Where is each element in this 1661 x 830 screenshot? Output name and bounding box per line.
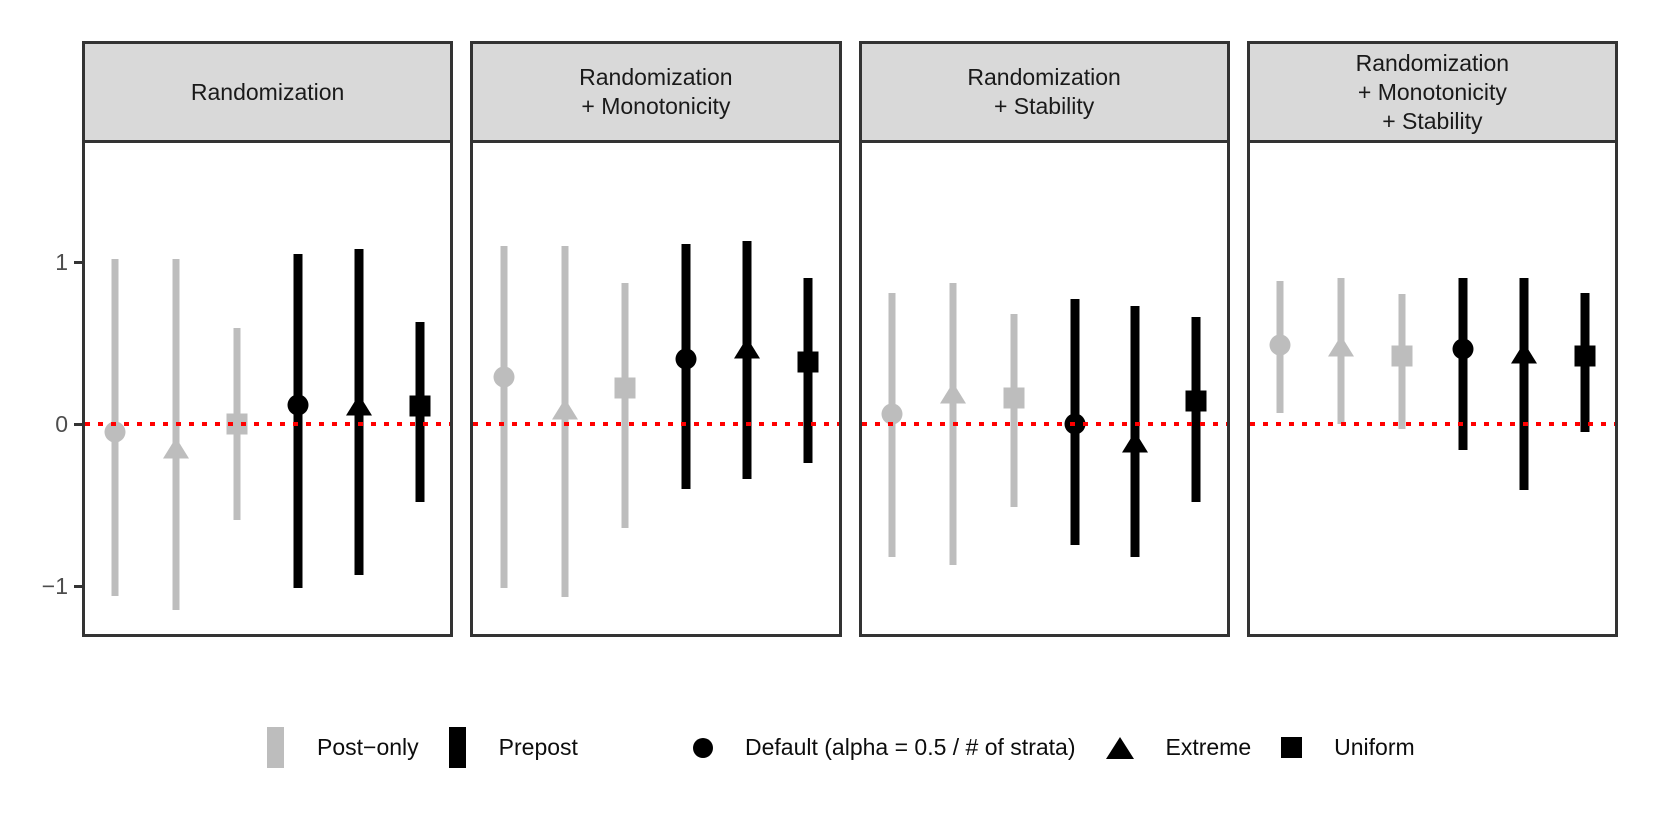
prepost-triangle-point-marker bbox=[1122, 431, 1149, 453]
triangle-marker-icon bbox=[1105, 736, 1134, 759]
prepost-swatch-icon bbox=[448, 727, 466, 768]
prepost-square-point-marker bbox=[1574, 345, 1596, 367]
post_only-square-point-marker bbox=[1391, 345, 1413, 367]
facet-panel: Randomization + Stability bbox=[858, 41, 1230, 637]
y-tick-mark bbox=[74, 585, 82, 588]
post_only-triangle-interval-bar bbox=[172, 258, 180, 611]
post_only-circle-point-marker bbox=[1269, 334, 1291, 356]
post_only-square-point-marker bbox=[614, 377, 636, 399]
post_only-circle-point-marker bbox=[104, 421, 126, 443]
y-tick-mark bbox=[74, 261, 82, 264]
panel-plot-area bbox=[473, 143, 839, 634]
facet-strip: Randomization + Stability bbox=[861, 44, 1227, 143]
zero-reference-line bbox=[1249, 422, 1615, 426]
prepost-circle-point-marker bbox=[287, 394, 309, 416]
facet-strip-title-line: Randomization bbox=[579, 64, 733, 90]
prepost-circle-interval-bar bbox=[1458, 278, 1468, 450]
zero-reference-line bbox=[861, 422, 1227, 426]
facet-panel: Randomization + Monotonicity + Stability bbox=[1246, 41, 1618, 637]
legend-label-square: Uniform bbox=[1334, 734, 1415, 760]
prepost-triangle-interval-bar bbox=[1130, 305, 1140, 557]
prepost-circle-point-marker bbox=[1452, 338, 1474, 360]
prepost-triangle-interval-bar bbox=[742, 240, 752, 480]
panel-plot-area bbox=[85, 143, 451, 634]
prepost-triangle-interval-bar bbox=[1519, 278, 1529, 491]
y-tick-label: −1 bbox=[41, 573, 68, 599]
facet-panel: Randomization bbox=[82, 41, 454, 637]
legend-label-circle: Default (alpha = 0.5 / # of strata) bbox=[745, 734, 1076, 760]
legend-groups: Post−only Prepost bbox=[267, 727, 578, 768]
panel-plot-area bbox=[861, 143, 1227, 634]
legend-shapes: Default (alpha = 0.5 / # of strata) Extre… bbox=[693, 727, 1415, 768]
facet-strip-title-line: Randomization bbox=[967, 64, 1121, 90]
facet-strip: Randomization + Monotonicity + Stability bbox=[1249, 44, 1615, 143]
facet-strip-title-line: + Monotonicity bbox=[581, 93, 731, 119]
prepost-triangle-point-marker bbox=[1510, 342, 1537, 364]
facet-strip: Randomization + Monotonicity bbox=[473, 44, 839, 143]
prepost-triangle-point-marker bbox=[345, 394, 372, 416]
zero-reference-line bbox=[85, 422, 451, 426]
prepost-square-point-marker bbox=[1185, 390, 1207, 412]
prepost-circle-interval-bar bbox=[293, 253, 303, 588]
post_only-square-point-marker bbox=[1003, 387, 1025, 409]
legend-label-post_only: Post−only bbox=[317, 734, 419, 760]
zero-reference-line bbox=[473, 422, 839, 426]
y-tick-label: 1 bbox=[55, 249, 68, 275]
post_only-triangle-point-marker bbox=[163, 437, 190, 459]
square-marker-icon bbox=[1281, 737, 1303, 758]
facet-strip-title-line: Randomization bbox=[1355, 49, 1510, 76]
prepost-circle-point-marker bbox=[675, 348, 697, 370]
legend-label-triangle: Extreme bbox=[1165, 734, 1252, 760]
facet-strip: Randomization bbox=[85, 44, 451, 143]
post_only-triangle-interval-bar bbox=[561, 245, 569, 598]
panel-plot-area bbox=[1249, 143, 1615, 634]
post_only-triangle-point-marker bbox=[939, 382, 966, 404]
post_only-swatch-icon bbox=[267, 727, 284, 768]
post_only-circle-point-marker bbox=[881, 403, 903, 425]
facet-panel: Randomization + Monotonicity bbox=[470, 41, 842, 637]
y-tick-mark bbox=[74, 423, 82, 426]
post_only-circle-point-marker bbox=[493, 366, 515, 388]
facet-strip-title-line: Randomization bbox=[190, 78, 345, 105]
post_only-square-interval-bar bbox=[621, 283, 629, 528]
prepost-square-point-marker bbox=[797, 351, 819, 373]
y-axis: 1 0 −1 bbox=[0, 0, 82, 680]
y-tick-label: 0 bbox=[55, 411, 68, 437]
post_only-circle-interval-bar bbox=[500, 245, 508, 588]
facet-panels: Randomization Randomization + Monotonicity… bbox=[82, 41, 1618, 637]
prepost-square-point-marker bbox=[409, 395, 431, 417]
legend-label-prepost: Prepost bbox=[498, 734, 578, 760]
post_only-square-interval-bar bbox=[1010, 313, 1018, 507]
facet-strip-title-line: + Monotonicity bbox=[1357, 78, 1507, 105]
prepost-triangle-point-marker bbox=[734, 337, 761, 359]
circle-marker-icon bbox=[693, 737, 713, 758]
post_only-triangle-point-marker bbox=[551, 398, 578, 420]
facet-strip-title-line: + Stability bbox=[1382, 107, 1483, 134]
post_only-triangle-point-marker bbox=[1328, 335, 1355, 357]
facet-strip-title-line: + Stability bbox=[993, 93, 1095, 119]
